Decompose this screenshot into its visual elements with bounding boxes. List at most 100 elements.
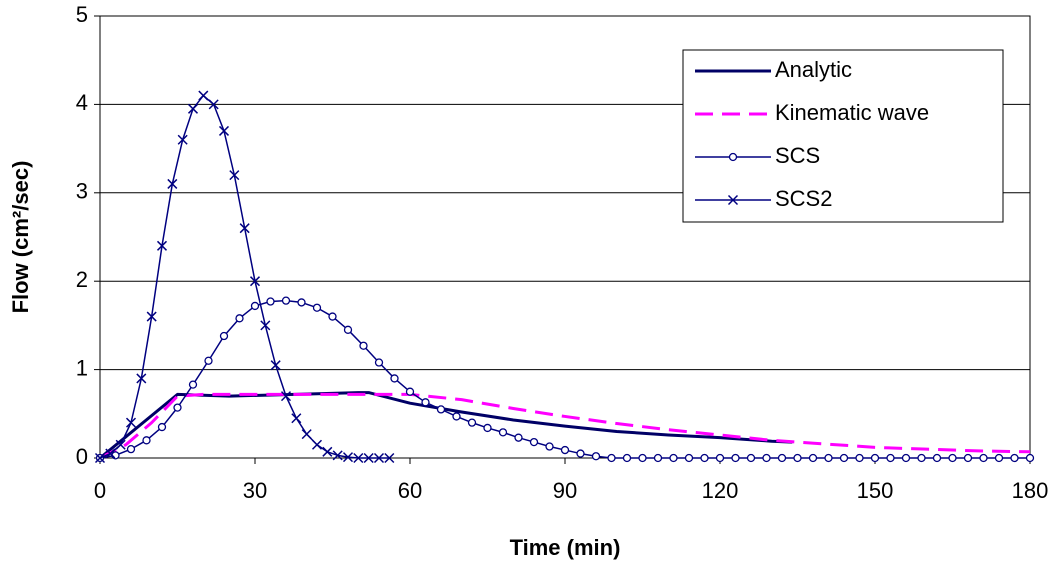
y-tick-label: 5	[76, 2, 88, 27]
marker	[529, 437, 539, 447]
marker	[700, 453, 709, 463]
marker	[622, 453, 632, 463]
legend-label: Kinematic wave	[775, 100, 929, 125]
marker	[280, 391, 292, 402]
marker	[917, 453, 926, 463]
marker	[855, 453, 864, 463]
marker	[311, 439, 323, 450]
marker	[328, 312, 337, 321]
legend-marker	[727, 194, 739, 206]
x-tick-label: 120	[702, 478, 739, 503]
marker	[436, 405, 446, 414]
marker	[669, 453, 678, 463]
marker	[239, 223, 250, 234]
marker	[374, 358, 384, 367]
marker	[250, 301, 260, 311]
marker	[94, 452, 106, 464]
marker	[545, 442, 554, 451]
legend-label: SCS	[775, 143, 820, 168]
marker	[467, 418, 477, 427]
marker	[177, 134, 188, 145]
marker	[576, 449, 585, 458]
marker	[746, 453, 756, 463]
marker	[839, 453, 849, 463]
marker	[731, 453, 740, 463]
marker	[390, 374, 399, 383]
marker	[115, 439, 126, 450]
marker	[229, 170, 240, 181]
marker	[948, 453, 957, 463]
marker	[514, 433, 523, 442]
x-tick-label: 150	[857, 478, 894, 503]
marker	[322, 446, 333, 457]
marker	[281, 296, 291, 305]
marker	[359, 341, 368, 350]
marker	[218, 125, 230, 136]
marker	[405, 387, 415, 396]
legend-marker	[728, 152, 738, 162]
marker	[824, 453, 833, 463]
x-axis-title: Time (min)	[510, 535, 621, 560]
y-tick-label: 4	[76, 90, 88, 115]
marker	[142, 436, 151, 445]
marker	[270, 360, 281, 371]
marker	[146, 311, 157, 322]
marker	[266, 297, 275, 306]
marker	[363, 452, 374, 464]
marker	[156, 240, 168, 251]
marker	[136, 373, 147, 384]
marker	[208, 99, 219, 110]
marker	[870, 453, 880, 463]
marker	[979, 453, 988, 463]
marker	[638, 453, 647, 463]
marker	[260, 320, 271, 331]
marker	[187, 103, 199, 114]
marker	[1010, 453, 1019, 463]
marker	[125, 417, 137, 428]
marker	[483, 423, 492, 433]
marker	[932, 453, 942, 463]
marker	[793, 453, 802, 463]
marker	[343, 325, 353, 334]
y-axis-title: Flow (cm²/sec)	[8, 161, 33, 314]
x-tick-label: 60	[398, 478, 422, 503]
plot-frame	[99, 15, 1031, 459]
legend-label: Analytic	[775, 57, 852, 82]
marker	[963, 453, 973, 463]
y-tick-label: 0	[76, 444, 88, 469]
series-line	[99, 299, 1030, 459]
marker	[421, 398, 430, 407]
marker	[498, 428, 508, 437]
y-tick-label: 2	[76, 267, 88, 292]
y-tick-label: 3	[76, 179, 88, 204]
marker	[994, 453, 1004, 463]
marker	[715, 453, 725, 463]
x-tick-label: 90	[553, 478, 577, 503]
marker	[653, 453, 663, 463]
marker	[249, 276, 261, 287]
marker	[173, 403, 182, 412]
marker	[105, 448, 116, 459]
marker	[167, 178, 178, 189]
marker	[684, 453, 694, 463]
y-tick-label: 1	[76, 355, 88, 380]
marker	[607, 453, 616, 463]
series-line	[99, 391, 793, 460]
marker	[157, 422, 167, 432]
series-line	[99, 392, 1031, 460]
marker	[332, 450, 343, 461]
marker	[342, 452, 354, 463]
legend-label: SCS2	[775, 186, 832, 211]
marker	[1025, 453, 1035, 463]
marker	[198, 90, 209, 101]
marker	[886, 453, 895, 463]
marker	[126, 445, 136, 454]
marker	[291, 413, 302, 424]
marker	[560, 445, 570, 455]
marker	[452, 412, 461, 421]
marker	[777, 453, 787, 463]
marker	[301, 429, 312, 440]
marker	[297, 298, 306, 307]
x-tick-label: 30	[243, 478, 267, 503]
